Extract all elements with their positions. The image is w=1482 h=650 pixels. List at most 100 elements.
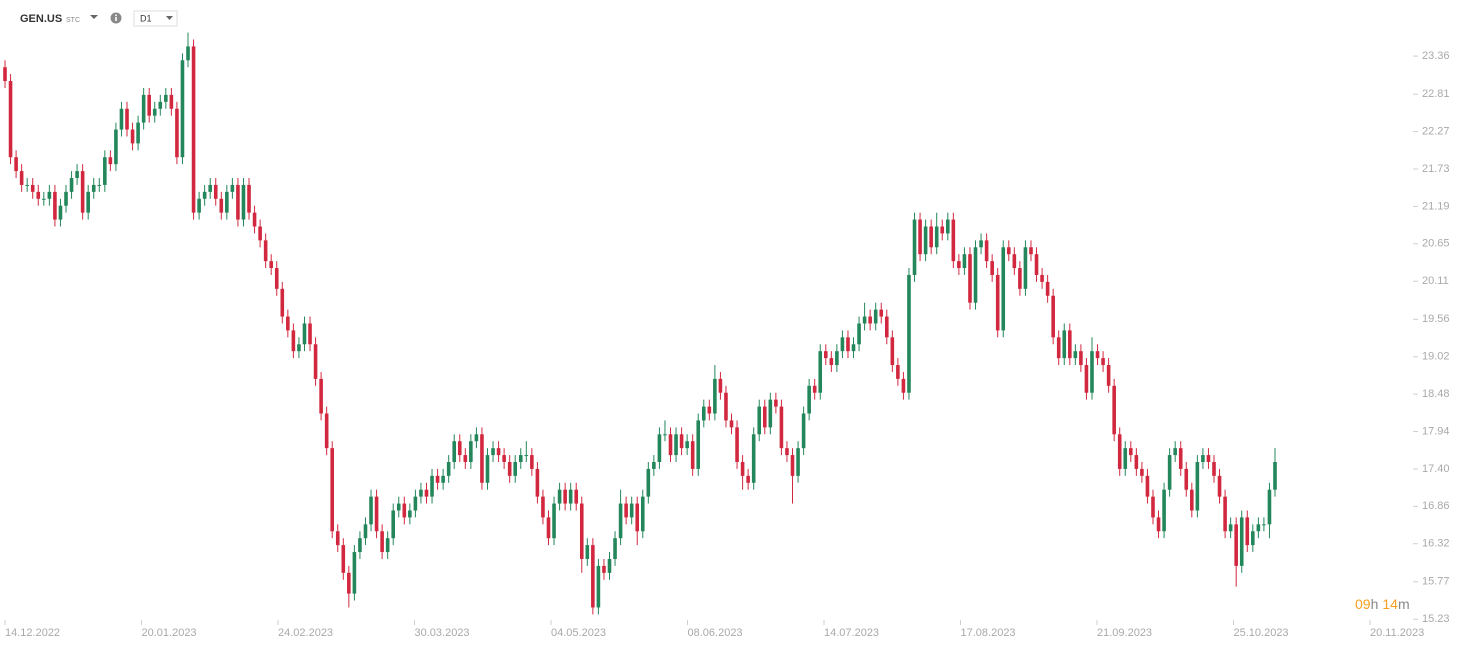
candle-body [286, 316, 290, 331]
candle-body [302, 323, 307, 345]
candle-body [147, 94, 151, 116]
candle-body [1040, 274, 1044, 282]
candle-body [1084, 365, 1089, 393]
candle-body [1234, 524, 1238, 566]
candle-body [696, 420, 701, 469]
info-dot [115, 14, 117, 17]
candle-body [774, 399, 778, 407]
candle-body [840, 337, 845, 352]
candle-body [518, 455, 523, 462]
candle-body [1256, 524, 1261, 532]
candle-body [347, 572, 351, 594]
candle-body [835, 351, 839, 366]
candle-body [751, 434, 756, 483]
candle-body [668, 434, 673, 456]
candle-body [219, 198, 224, 213]
y-tick-label: 21.73 [1422, 163, 1450, 175]
candle-body [1056, 337, 1061, 359]
countdown: 09h 14m [1355, 596, 1410, 612]
info-icon[interactable] [110, 12, 122, 24]
candle-body [1190, 489, 1194, 511]
y-tick-label: 17.94 [1422, 425, 1450, 437]
candle-body [1045, 281, 1050, 296]
candle-body [823, 351, 828, 359]
candle-body [1206, 455, 1211, 462]
candle-body [535, 468, 540, 497]
candle-body [1145, 475, 1150, 497]
candle-body [929, 226, 933, 248]
candle-body [1129, 448, 1133, 456]
candle-body [297, 344, 301, 352]
candle-body [230, 184, 235, 192]
candle-body [652, 461, 656, 469]
candle-body [524, 455, 529, 457]
candle-body [313, 344, 318, 379]
candle-body [263, 240, 268, 262]
candle-body [713, 378, 717, 414]
y-tick-label: 16.32 [1422, 538, 1450, 550]
candle-body [657, 434, 662, 462]
candle-body [30, 184, 35, 192]
candle-body [690, 441, 695, 469]
candle-body [546, 517, 551, 539]
timeframe-box [133, 10, 178, 27]
candle-body [1262, 524, 1266, 526]
candle-body [890, 337, 895, 366]
symbol[interactable]: GEN.US [20, 13, 62, 25]
candle-body [86, 191, 90, 213]
candle-body [918, 219, 922, 255]
candle-body [818, 351, 823, 393]
candle-body [1162, 489, 1166, 532]
candle-body [1273, 461, 1277, 490]
timeframe-select[interactable]: D1 [133, 10, 178, 27]
candle-body [846, 337, 850, 352]
candle-body [435, 475, 440, 483]
candle-body [1201, 455, 1205, 462]
candle-body [701, 406, 706, 421]
y-tick-label: 22.81 [1422, 88, 1450, 100]
candle-body [574, 489, 579, 504]
candle-body [369, 496, 373, 525]
candle-body [1217, 475, 1222, 497]
candle-body [3, 67, 7, 82]
candle-body [1006, 247, 1011, 255]
x-tick-label: 25.10.2023 [1234, 627, 1289, 639]
candle-body [907, 274, 911, 393]
candle-body [513, 461, 518, 476]
candle-body [829, 358, 834, 366]
candle-body [1106, 365, 1111, 386]
candle-body [319, 378, 323, 414]
candle-body [358, 538, 362, 553]
candle-body [324, 413, 329, 449]
candle-body [862, 316, 867, 324]
candle-body [1167, 455, 1172, 490]
candle-body [718, 378, 723, 393]
candle-body [1029, 247, 1033, 255]
candle-body [152, 108, 157, 116]
candle-body [191, 46, 196, 213]
candle-body [252, 212, 257, 227]
candle-body [1212, 461, 1216, 476]
candle-body [568, 489, 573, 504]
candle-body [413, 496, 418, 511]
candle-body [552, 503, 556, 539]
candle-body [291, 330, 296, 352]
symbol-dropdown[interactable] [90, 15, 98, 19]
candle-body [158, 101, 163, 109]
candle-body [624, 503, 628, 518]
candle-body [984, 240, 989, 262]
candle-body [1245, 517, 1250, 546]
candle-body [879, 309, 884, 317]
candle-body [679, 434, 684, 449]
candle-body [25, 184, 29, 186]
candle-body [341, 545, 346, 573]
candle-body [1068, 330, 1072, 359]
x-tick-label: 21.09.2023 [1097, 627, 1152, 639]
candle-body [923, 226, 928, 255]
candle-body [762, 406, 767, 428]
candle-body [735, 427, 739, 462]
candle-body [202, 191, 207, 199]
candle-body [1051, 295, 1055, 338]
candle-body [469, 441, 473, 462]
